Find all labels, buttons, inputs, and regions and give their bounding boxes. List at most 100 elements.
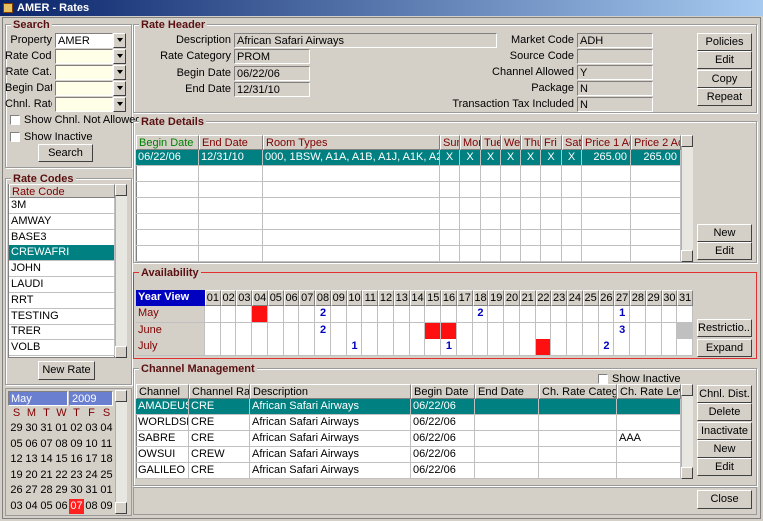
day-cell[interactable]: [504, 306, 520, 323]
calendar-day[interactable]: 30: [70, 484, 83, 496]
day-cell[interactable]: [236, 306, 253, 323]
day-cell[interactable]: [220, 306, 237, 323]
calendar-day[interactable]: 21: [40, 468, 53, 481]
day-cell[interactable]: [441, 306, 457, 323]
day-cell[interactable]: [220, 322, 237, 340]
day-cell[interactable]: [346, 306, 363, 323]
day-cell[interactable]: [378, 322, 394, 340]
calendar-day[interactable]: 08: [55, 437, 68, 450]
day-cell[interactable]: [425, 306, 442, 323]
table-cell[interactable]: GALILEO: [136, 463, 189, 479]
table-cell[interactable]: 06/22/06: [411, 431, 475, 447]
day-cell[interactable]: [519, 339, 536, 356]
day-cell[interactable]: [488, 339, 505, 356]
button[interactable]: Close: [697, 490, 752, 509]
table-cell[interactable]: African Safari Airways: [250, 399, 411, 415]
dropdown-button[interactable]: [113, 65, 126, 80]
button[interactable]: Policies: [697, 33, 752, 51]
day-cell[interactable]: [220, 339, 237, 356]
button[interactable]: Edit: [697, 458, 752, 477]
day-cell[interactable]: [267, 339, 284, 356]
calendar-day[interactable]: 06: [25, 437, 38, 450]
day-cell[interactable]: [330, 339, 347, 356]
table-cell[interactable]: 12/31/10: [199, 150, 263, 166]
day-cell[interactable]: [346, 322, 363, 340]
calendar-day[interactable]: 07: [69, 498, 84, 514]
day-cell[interactable]: [441, 339, 457, 356]
day-cell[interactable]: [205, 306, 221, 323]
month-select[interactable]: May: [8, 391, 68, 406]
calendar-day[interactable]: 29: [10, 422, 23, 434]
day-cell[interactable]: [661, 306, 678, 323]
calendar-day[interactable]: 02: [70, 422, 83, 434]
list-item[interactable]: TRER: [9, 324, 115, 341]
calendar-day[interactable]: 04: [100, 422, 113, 434]
calendar-day[interactable]: 18: [100, 453, 113, 465]
table-cell[interactable]: African Safari Airways: [250, 415, 411, 431]
day-cell[interactable]: [362, 306, 379, 323]
calendar-day[interactable]: 20: [25, 468, 38, 481]
calendar-day[interactable]: 08: [85, 499, 98, 512]
calendar-day[interactable]: 28: [40, 484, 53, 496]
button[interactable]: Expand: [697, 339, 752, 357]
checkbox[interactable]: [10, 115, 20, 125]
day-cell[interactable]: [567, 322, 583, 340]
calendar-day[interactable]: 19: [10, 468, 23, 481]
dropdown-button[interactable]: [113, 33, 126, 48]
day-cell[interactable]: [488, 306, 505, 323]
day-cell[interactable]: [456, 306, 473, 323]
calendar-day[interactable]: 31: [85, 484, 98, 496]
day-cell[interactable]: [582, 306, 599, 323]
calendar-day[interactable]: 03: [10, 499, 23, 512]
day-cell[interactable]: [661, 322, 678, 340]
day-cell[interactable]: [409, 322, 426, 340]
table-cell[interactable]: SABRE: [136, 431, 189, 447]
calendar-day[interactable]: 26: [10, 484, 23, 496]
day-cell[interactable]: [299, 322, 316, 340]
day-cell[interactable]: [677, 339, 693, 356]
button[interactable]: Edit: [697, 51, 752, 70]
day-cell[interactable]: [267, 322, 284, 340]
day-cell[interactable]: [677, 322, 693, 340]
day-cell[interactable]: [441, 322, 457, 340]
table-cell[interactable]: AAA: [617, 431, 681, 447]
day-cell[interactable]: [504, 339, 520, 356]
day-cell[interactable]: [425, 322, 442, 340]
day-cell[interactable]: [645, 322, 662, 340]
button[interactable]: Restrictio...: [697, 319, 752, 337]
day-cell[interactable]: [330, 322, 347, 340]
day-cell[interactable]: [645, 306, 662, 323]
list-item[interactable]: VOLB: [9, 340, 115, 357]
calendar-day[interactable]: 09: [70, 437, 83, 450]
table-cell[interactable]: X: [481, 150, 501, 166]
day-cell[interactable]: [205, 339, 221, 356]
calendar-day[interactable]: 06: [55, 499, 68, 512]
table-cell[interactable]: 06/22/06: [411, 399, 475, 415]
list-item[interactable]: 3M: [9, 198, 115, 214]
day-cell[interactable]: [283, 322, 300, 340]
day-cell[interactable]: [283, 339, 300, 356]
day-cell[interactable]: [630, 322, 646, 340]
day-cell[interactable]: [488, 322, 505, 340]
table-cell[interactable]: X: [521, 150, 541, 166]
table-cell[interactable]: X: [562, 150, 582, 166]
day-cell[interactable]: [252, 339, 268, 356]
table-cell[interactable]: African Safari Airways: [250, 431, 411, 447]
day-cell[interactable]: [299, 306, 316, 323]
calendar-day[interactable]: 05: [40, 499, 53, 512]
table-cell[interactable]: CRE: [189, 415, 250, 431]
calendar-day[interactable]: 11: [100, 437, 113, 450]
calendar-day[interactable]: 16: [70, 453, 83, 465]
list-item[interactable]: BASE3: [9, 229, 115, 246]
day-cell[interactable]: [645, 339, 662, 356]
text-input[interactable]: AMER: [55, 33, 113, 48]
day-cell[interactable]: [519, 322, 536, 340]
day-cell[interactable]: [598, 322, 615, 340]
calendar-day[interactable]: 13: [25, 453, 38, 465]
day-cell[interactable]: [456, 339, 473, 356]
calendar-day[interactable]: 31: [40, 422, 53, 434]
day-cell[interactable]: [567, 339, 583, 356]
day-cell[interactable]: [362, 322, 379, 340]
checkbox[interactable]: [10, 132, 20, 142]
table-cell[interactable]: CREW: [189, 447, 250, 463]
